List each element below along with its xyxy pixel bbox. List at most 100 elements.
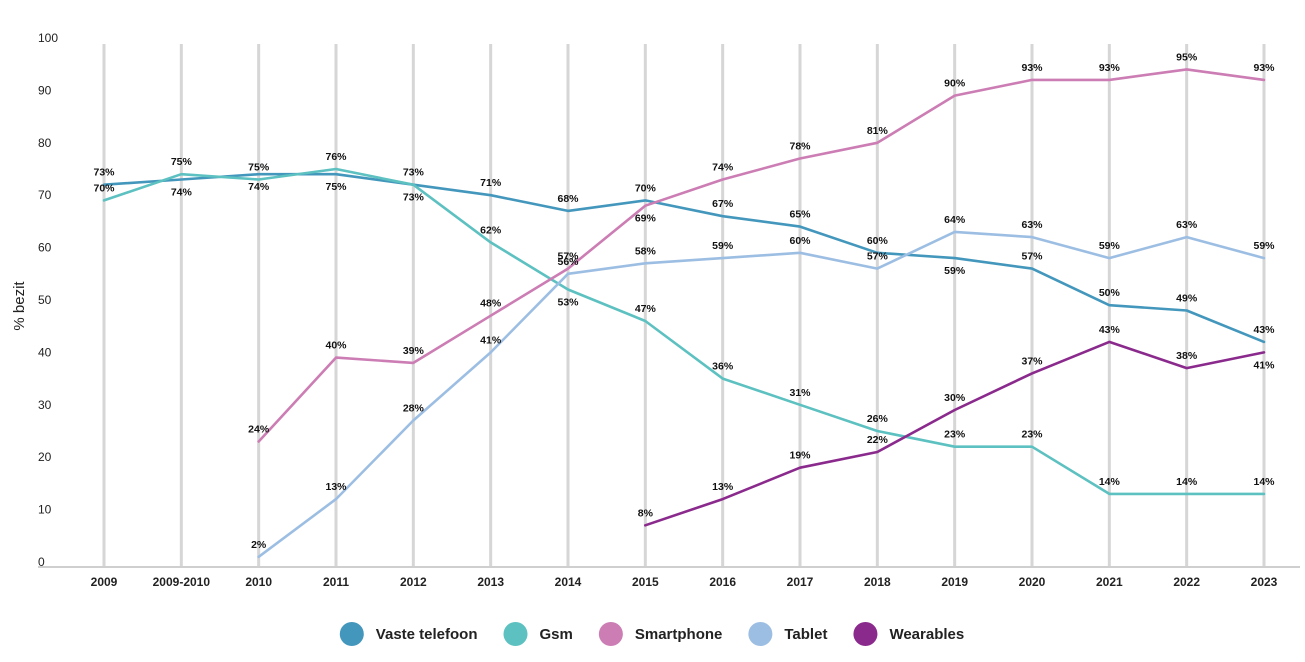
data-label-wearables: 13% — [712, 481, 734, 493]
series-line-vaste-telefoon — [102, 172, 1266, 344]
x-tick-label: 2013 — [477, 575, 504, 589]
y-tick-label: 30 — [38, 398, 52, 412]
data-label-vaste-telefoon: 74% — [171, 186, 193, 198]
data-label-tablet: 60% — [789, 235, 811, 247]
data-label-tablet: 13% — [325, 481, 347, 493]
data-label-tablet: 59% — [1099, 240, 1121, 252]
x-tick-label: 2023 — [1251, 575, 1278, 589]
data-label-vaste-telefoon: 73% — [403, 192, 425, 204]
data-label-wearables: 43% — [1099, 324, 1121, 336]
data-label-vaste-telefoon: 74% — [248, 181, 270, 193]
data-label-tablet: 28% — [403, 403, 425, 415]
data-label-smartphone: 74% — [712, 161, 734, 173]
series-line-smartphone — [257, 68, 1266, 443]
data-label-vaste-telefoon: 43% — [1253, 324, 1275, 336]
legend-marker-tablet — [748, 622, 773, 646]
y-tick-label: 90 — [38, 83, 52, 97]
data-label-smartphone: 40% — [325, 340, 347, 352]
x-tick-label: 2012 — [400, 575, 427, 589]
y-tick-label: 40 — [38, 345, 52, 359]
data-label-wearables: 19% — [789, 450, 811, 462]
data-label-vaste-telefoon: 49% — [1176, 292, 1198, 304]
y-tick-label: 100 — [38, 31, 58, 45]
y-axis-label: % bezit — [11, 281, 28, 331]
series-line-gsm — [102, 167, 1266, 496]
data-label-gsm: 14% — [1176, 476, 1198, 488]
data-label-gsm: 75% — [171, 156, 193, 168]
data-label-smartphone: 81% — [867, 125, 889, 137]
x-tick-label: 2009-2010 — [153, 575, 211, 589]
data-label-vaste-telefoon: 67% — [712, 198, 734, 210]
legend-label-gsm: Gsm — [540, 626, 573, 643]
data-label-wearables: 22% — [867, 434, 889, 446]
data-label-vaste-telefoon: 68% — [557, 193, 579, 205]
data-label-vaste-telefoon: 60% — [867, 235, 889, 247]
series-line-wearables — [643, 340, 1266, 527]
data-label-tablet: 59% — [712, 240, 734, 252]
data-label-tablet: 59% — [1253, 240, 1275, 252]
series-lines — [102, 68, 1266, 559]
data-label-gsm: 70% — [93, 182, 115, 194]
legend-label-tablet: Tablet — [784, 626, 827, 643]
data-label-smartphone: 93% — [1253, 62, 1275, 74]
y-tick-label: 10 — [38, 503, 52, 517]
data-label-smartphone: 24% — [248, 423, 270, 435]
data-label-gsm: 62% — [480, 224, 502, 236]
data-label-vaste-telefoon: 57% — [1021, 251, 1043, 263]
data-label-gsm: 26% — [867, 413, 889, 425]
data-label-smartphone: 93% — [1099, 62, 1121, 74]
data-label-smartphone: 57% — [557, 251, 579, 263]
data-labels: 73% 74% 74% 75% 73% 71% 68% 70% 67% 65% 60% 59% 57% 5… — [93, 51, 1275, 550]
data-label-tablet: 41% — [480, 334, 502, 346]
y-tick-label: 50 — [38, 293, 52, 307]
data-label-vaste-telefoon: 65% — [789, 209, 811, 221]
legend-marker-vaste-telefoon — [339, 622, 364, 646]
y-tick-label: 20 — [38, 450, 52, 464]
data-label-smartphone: 69% — [635, 213, 657, 225]
x-tick-label: 2021 — [1096, 575, 1123, 589]
y-tick-label: 80 — [38, 136, 52, 150]
legend-item-gsm: Gsm — [503, 622, 573, 646]
data-label-vaste-telefoon: 71% — [480, 177, 502, 189]
data-label-wearables: 41% — [1253, 359, 1275, 371]
axes: 0 10 20 30 40 50 60 70 80 90 100 2009 2009-2010 2010 2… — [11, 31, 1300, 589]
legend-label-wearables: Wearables — [889, 626, 964, 643]
data-label-tablet: 58% — [635, 245, 657, 257]
x-tick-label: 2020 — [1019, 575, 1046, 589]
y-tick-label: 0 — [38, 555, 45, 569]
data-label-tablet: 2% — [251, 539, 267, 551]
data-label-tablet: 57% — [867, 251, 889, 263]
legend-item-vaste-telefoon: Vaste telefoon — [339, 622, 478, 646]
data-label-wearables: 38% — [1176, 350, 1198, 362]
data-label-vaste-telefoon: 75% — [325, 181, 347, 193]
x-tick-label: 2014 — [555, 575, 582, 589]
legend: Vaste telefoon Gsm Smartphone Tablet Wearabl… — [339, 622, 964, 646]
data-label-smartphone: 39% — [403, 345, 425, 357]
y-tick-label: 70 — [38, 188, 52, 202]
x-tick-label: 2011 — [323, 575, 349, 589]
x-tick-label: 2022 — [1173, 575, 1200, 589]
data-label-gsm: 73% — [403, 167, 425, 179]
data-label-gsm: 47% — [635, 303, 657, 315]
grid-lines — [102, 44, 1266, 567]
data-label-smartphone: 48% — [480, 298, 502, 310]
data-label-gsm: 75% — [248, 161, 270, 173]
data-label-gsm: 31% — [789, 387, 811, 399]
data-label-smartphone: 93% — [1021, 62, 1043, 74]
legend-marker-gsm — [503, 622, 528, 646]
y-tick-label: 60 — [38, 241, 52, 255]
legend-label-vaste-telefoon: Vaste telefoon — [376, 626, 478, 643]
legend-item-tablet: Tablet — [748, 622, 827, 646]
legend-label-smartphone: Smartphone — [635, 626, 723, 643]
data-label-wearables: 8% — [638, 507, 654, 519]
data-label-tablet: 63% — [1021, 219, 1043, 231]
data-label-wearables: 37% — [1021, 355, 1043, 367]
data-label-smartphone: 95% — [1176, 51, 1198, 63]
data-label-gsm: 23% — [1021, 429, 1043, 441]
data-label-gsm: 14% — [1253, 476, 1275, 488]
x-tick-label: 2019 — [941, 575, 968, 589]
x-tick-label: 2017 — [787, 575, 814, 589]
data-label-gsm: 23% — [944, 429, 966, 441]
